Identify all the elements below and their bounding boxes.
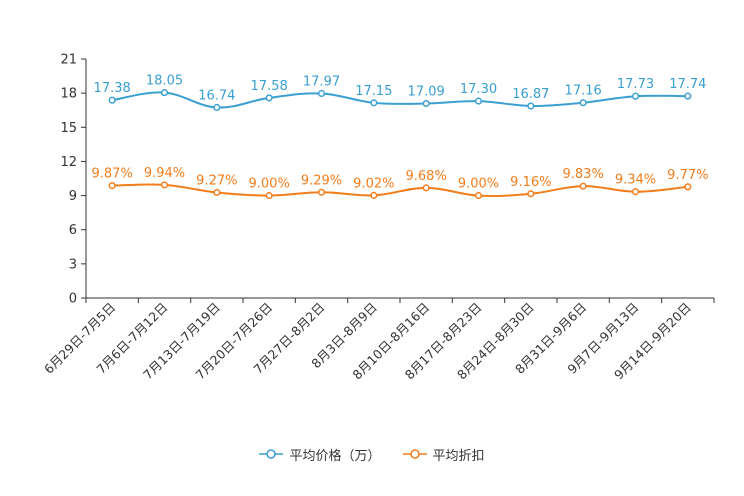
data-point-discount — [213, 188, 221, 197]
data-point-discount — [527, 190, 535, 198]
legend: 平均价格（万） 平均折扣 — [0, 444, 744, 464]
data-point-price — [108, 96, 116, 104]
data-label-price: 16.74 — [198, 88, 235, 103]
data-point-discount — [108, 182, 116, 190]
data-label-discount: 9.83% — [563, 167, 604, 182]
data-point-price — [579, 99, 587, 107]
data-label-price: 17.73 — [617, 77, 654, 92]
y-tick-label: 3 — [69, 257, 77, 272]
series-line-discount — [112, 183, 688, 197]
data-point-discount — [684, 183, 692, 191]
data-label-discount: 9.16% — [510, 175, 551, 190]
data-point-discount — [631, 188, 640, 196]
data-label-price: 17.38 — [94, 81, 131, 96]
data-label-price: 17.97 — [303, 74, 340, 89]
series-line-price — [112, 91, 688, 109]
data-label-price: 17.74 — [669, 77, 706, 92]
legend-discount-label: 平均折扣 — [432, 448, 485, 464]
legend-price-label: 平均价格（万） — [289, 448, 381, 464]
y-tick-label: 9 — [69, 189, 77, 204]
data-point-price — [422, 99, 430, 108]
data-label-price: 17.09 — [408, 84, 445, 99]
data-label-discount: 9.87% — [92, 167, 133, 182]
y-tick-label: 6 — [69, 223, 77, 238]
y-tick-label: 15 — [60, 121, 77, 136]
data-label-price: 17.30 — [460, 82, 497, 97]
data-point-discount — [474, 192, 483, 200]
data-point-discount — [422, 184, 430, 192]
legend-price-marker-icon — [259, 449, 284, 459]
data-point-price — [213, 103, 221, 112]
legend-item-price[interactable]: 平均价格（万） — [259, 445, 381, 464]
data-label-price: 18.05 — [146, 74, 183, 89]
data-label-discount: 9.68% — [406, 169, 447, 184]
data-label-price: 16.87 — [512, 87, 549, 102]
data-point-price — [631, 92, 640, 100]
y-tick-label: 18 — [60, 87, 77, 102]
y-tick-label: 12 — [60, 155, 77, 170]
legend-discount-marker-icon — [402, 449, 427, 459]
data-point-discount — [317, 188, 326, 196]
data-point-price — [527, 102, 535, 110]
data-point-discount — [579, 182, 587, 190]
data-label-discount: 9.00% — [458, 177, 499, 192]
data-label-discount: 9.00% — [249, 177, 290, 192]
data-label-discount: 9.02% — [353, 176, 394, 191]
y-tick-label: 21 — [60, 53, 77, 68]
data-point-price — [160, 89, 169, 97]
data-point-price — [265, 94, 273, 102]
data-point-discount — [370, 191, 378, 199]
data-label-discount: 9.34% — [615, 173, 656, 188]
data-label-price: 17.58 — [251, 79, 288, 94]
data-label-price: 17.16 — [565, 84, 602, 99]
data-label-discount: 9.29% — [301, 173, 342, 188]
data-point-price — [474, 97, 483, 105]
data-label-discount: 9.94% — [144, 166, 185, 181]
y-tick-label: 0 — [69, 292, 77, 307]
data-label-price: 17.15 — [355, 84, 392, 99]
data-point-price — [317, 89, 326, 98]
data-label-discount: 9.77% — [667, 168, 708, 183]
data-point-price — [370, 99, 378, 107]
line-chart: 0369121518216月29日-7月5日7月6日-7月12日7月13日-7月… — [41, 53, 715, 382]
legend-item-discount[interactable]: 平均折扣 — [402, 445, 485, 464]
data-point-discount — [265, 192, 273, 200]
data-label-discount: 9.27% — [196, 173, 237, 188]
data-point-price — [684, 92, 692, 100]
data-point-discount — [160, 181, 169, 189]
